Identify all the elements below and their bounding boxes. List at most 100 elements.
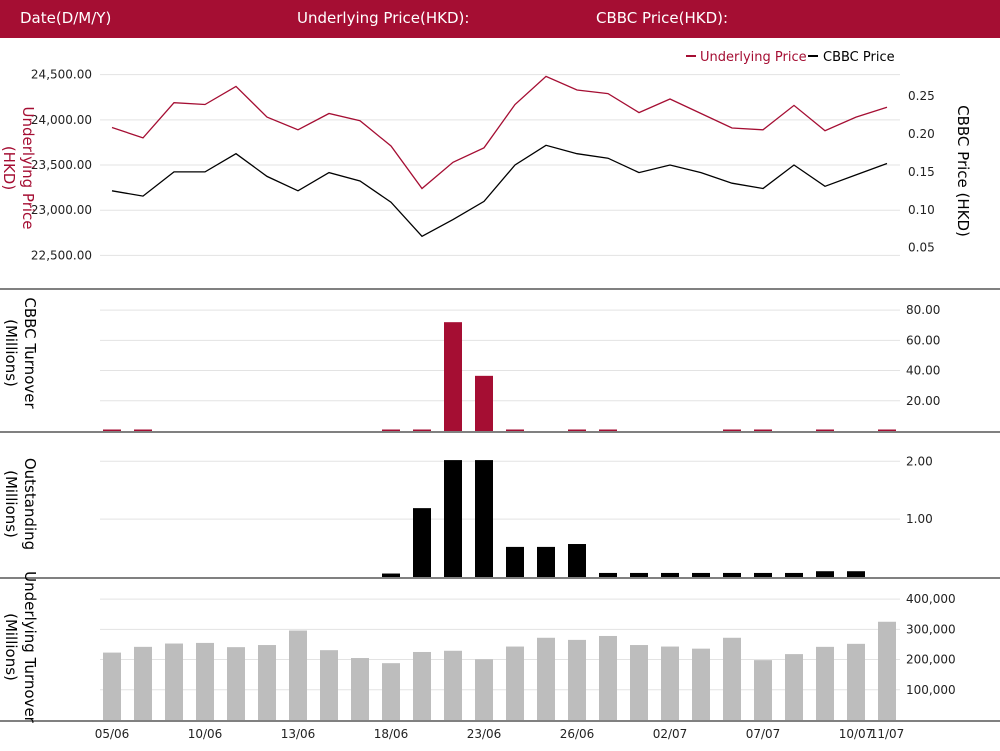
- outstanding-bar: [382, 573, 400, 577]
- underlying-turnover-bar: [630, 645, 648, 720]
- underlying-turnover-bar: [723, 637, 741, 720]
- underlying-turnover-bar: [599, 635, 617, 720]
- outstanding-bar: [847, 571, 865, 577]
- cbbc-turnover-bar: [754, 429, 772, 431]
- cbbc-turnover-bar: [506, 429, 524, 431]
- outstanding-bar: [444, 460, 462, 577]
- cbbc-price-tick-label: 0.25: [908, 89, 935, 103]
- underlying-turnover-bar: [165, 643, 183, 720]
- underlying-turnover-bar: [754, 660, 772, 720]
- grid-layer: [0, 74, 1000, 722]
- outstanding-bar: [475, 460, 493, 577]
- underlying-price-tick-label: 23,000.00: [31, 203, 92, 217]
- underlying-price-tick-label: 22,500.00: [31, 248, 92, 262]
- x-tick-label: 10/06: [188, 727, 223, 741]
- underlying-turnover-bar: [568, 639, 586, 720]
- x-tick-label: 26/06: [560, 727, 595, 741]
- underlying-turnover-bar: [413, 651, 431, 720]
- cbbc-turnover-bar: [382, 429, 400, 431]
- x-tick-label: 13/06: [281, 727, 316, 741]
- x-tick-label: 10/07: [839, 727, 874, 741]
- underlying-price-line: [111, 75, 888, 190]
- underlying-turnover-bar: [134, 646, 152, 720]
- cbbc-turnover-bar: [816, 429, 834, 431]
- date-label: Date(D/M/Y): [20, 9, 112, 27]
- underlying-turnover-bar: [196, 642, 214, 720]
- underlying-turnover-bar: [661, 646, 679, 720]
- underlying-turnover-bar: [227, 647, 245, 720]
- underlying-turnover-bar: [692, 648, 710, 720]
- underlying-turnover-bar: [320, 650, 338, 720]
- x-tick-label: 02/07: [653, 727, 688, 741]
- outstanding-bar: [754, 572, 772, 577]
- underlying-turnover-bar: [289, 630, 307, 720]
- outstanding-bar: [568, 544, 586, 577]
- cbbc-turnover-bar: [444, 322, 462, 431]
- x-tick-label: 11/07: [870, 727, 905, 741]
- cbbc-turnover-bar: [134, 429, 152, 431]
- cbbc-turnover-axis-title: CBBC Turnover(Millions): [2, 297, 39, 409]
- cbbc-price-axis-title: CBBC Price (HKD): [954, 105, 972, 237]
- axis-titles: Underlying Price(HKD) CBBC Price (HKD) C…: [0, 105, 972, 724]
- cbbc-price-tick-label: 0.20: [908, 127, 935, 141]
- underlying-turnover-axis-title: Underlying Turnover(Millions): [2, 571, 39, 723]
- x-tick-label: 23/06: [467, 727, 502, 741]
- outstanding-bar: [723, 572, 741, 577]
- underlying-turnover-bar: [103, 652, 121, 720]
- cbbc-price-tick-label: 0.15: [908, 165, 935, 179]
- cbbc-turnover-bar: [599, 429, 617, 431]
- underlying-turnover-tick-label: 200,000: [906, 653, 956, 667]
- cbbc-turnover-bar: [475, 375, 493, 431]
- underlying-turnover-bar: [785, 654, 803, 720]
- label-layer: 22,500.00 23,000.00 23,500.00 24,000.00 24,5…: [31, 68, 956, 741]
- cbbc-turnover-bar: [103, 429, 121, 431]
- underlying-turnover-bar: [816, 646, 834, 720]
- underlying-turnover-bar: [258, 645, 276, 720]
- cbbc-turnover-bar: [413, 429, 431, 431]
- outstanding-bar: [692, 572, 710, 577]
- cbbc-chart: 22,500.00 23,000.00 23,500.00 24,000.00 24,5…: [0, 50, 1000, 741]
- outstanding-bar: [661, 572, 679, 577]
- underlying-price-tick-label: 23,500.00: [31, 158, 92, 172]
- cbbc-turnover-tick-label: 20.00: [906, 394, 940, 408]
- cbbc-price-line: [111, 144, 888, 238]
- x-tick-label: 05/06: [95, 727, 130, 741]
- cbbc-turnover-tick-label: 80.00: [906, 303, 940, 317]
- underlying-price-axis-title: Underlying Price(HKD): [0, 106, 37, 229]
- legend-cbbc-label: CBBC Price: [823, 50, 895, 65]
- cbbc-turnover-bar: [568, 429, 586, 431]
- mark-layer: [103, 75, 896, 720]
- outstanding-bar: [630, 572, 648, 577]
- underlying-price-label: Underlying Price(HKD):: [297, 9, 470, 27]
- underlying-turnover-tick-label: 100,000: [906, 683, 956, 697]
- cbbc-price-label: CBBC Price(HKD):: [596, 9, 729, 27]
- underlying-turnover-bar: [475, 659, 493, 720]
- outstanding-bar: [785, 572, 803, 577]
- cbbc-turnover-bar: [878, 429, 896, 431]
- cbbc-turnover-tick-label: 60.00: [906, 333, 940, 347]
- outstanding-bar: [816, 571, 834, 577]
- cbbc-turnover-tick-label: 40.00: [906, 364, 940, 378]
- outstanding-tick-label: 1.00: [906, 512, 933, 526]
- outstanding-axis-title: Outstanding(Millions): [2, 458, 39, 550]
- outstanding-bar: [599, 572, 617, 577]
- underlying-price-tick-label: 24,000.00: [31, 113, 92, 127]
- underlying-turnover-bar: [382, 663, 400, 720]
- underlying-price-tick-label: 24,500.00: [31, 68, 92, 82]
- outstanding-bar: [506, 546, 524, 577]
- cbbc-turnover-bar: [723, 429, 741, 431]
- legend-underlying-label: Underlying Price: [700, 50, 807, 65]
- legend: Underlying Price CBBC Price: [686, 50, 895, 65]
- underlying-turnover-tick-label: 400,000: [906, 592, 956, 606]
- cbbc-price-tick-label: 0.10: [908, 203, 935, 217]
- x-tick-label: 07/07: [746, 727, 781, 741]
- underlying-turnover-bar: [847, 643, 865, 720]
- underlying-turnover-bar: [537, 637, 555, 720]
- underlying-turnover-bar: [506, 646, 524, 720]
- outstanding-bar: [413, 508, 431, 577]
- underlying-turnover-tick-label: 300,000: [906, 622, 956, 636]
- x-tick-label: 18/06: [374, 727, 409, 741]
- outstanding-tick-label: 2.00: [906, 454, 933, 468]
- outstanding-bar: [537, 546, 555, 577]
- cbbc-price-tick-label: 0.05: [908, 241, 935, 255]
